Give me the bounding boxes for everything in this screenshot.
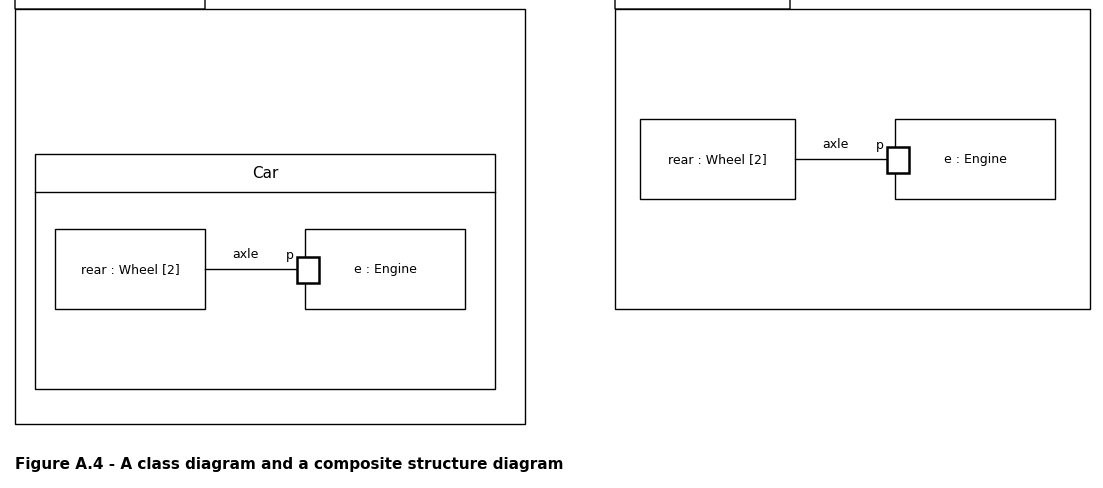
Text: rear : Wheel [2]: rear : Wheel [2] (81, 263, 180, 276)
Text: rear : Wheel [2]: rear : Wheel [2] (668, 153, 767, 166)
Text: p: p (286, 248, 295, 261)
Polygon shape (15, 0, 205, 10)
Bar (55, 229, 205, 309)
Bar (887, 148, 909, 174)
Text: e : Engine: e : Engine (354, 263, 417, 276)
Polygon shape (615, 0, 790, 10)
Text: Figure A.4 - A class diagram and a composite structure diagram: Figure A.4 - A class diagram and a compo… (15, 457, 564, 471)
Bar (306, 229, 465, 309)
Bar (895, 120, 1054, 200)
Bar (15, 10, 525, 424)
Bar (640, 120, 795, 200)
Text: axle: axle (232, 248, 258, 261)
Text: axle: axle (822, 138, 848, 151)
Text: e : Engine: e : Engine (943, 153, 1006, 166)
Bar (615, 10, 1090, 309)
Bar (35, 155, 495, 389)
Text: Car: Car (251, 166, 278, 181)
Text: p: p (876, 138, 884, 151)
Bar (297, 258, 319, 284)
